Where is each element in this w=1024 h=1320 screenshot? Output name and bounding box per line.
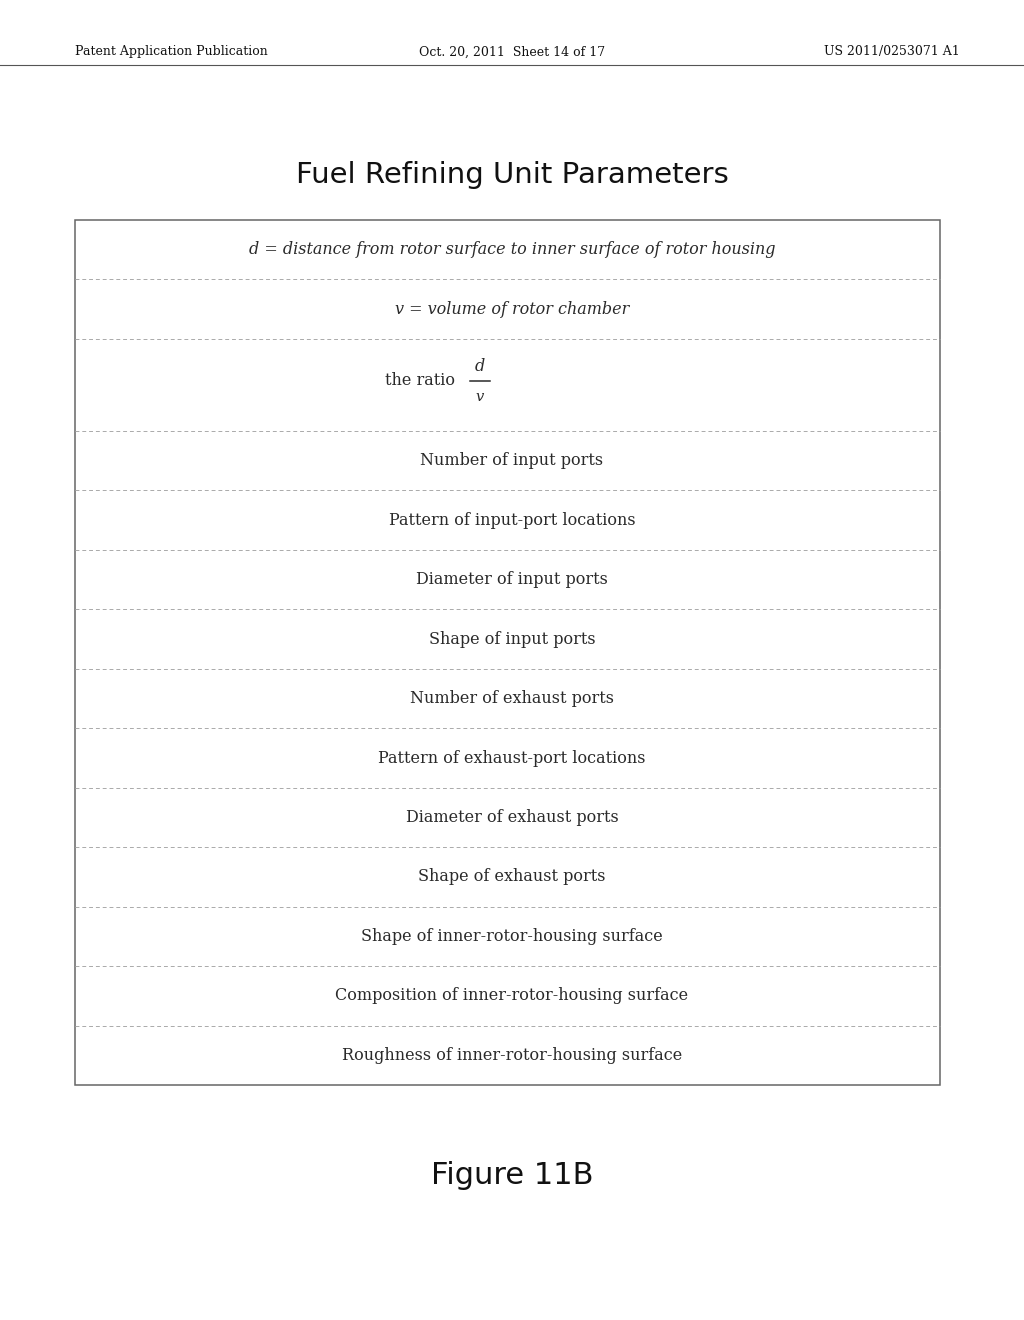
Text: v: v <box>476 389 484 404</box>
Text: d = distance from rotor surface to inner surface of rotor housing: d = distance from rotor surface to inner… <box>249 242 775 259</box>
Text: Oct. 20, 2011  Sheet 14 of 17: Oct. 20, 2011 Sheet 14 of 17 <box>419 45 605 58</box>
Text: Shape of exhaust ports: Shape of exhaust ports <box>418 869 606 886</box>
Text: Pattern of input-port locations: Pattern of input-port locations <box>389 512 635 529</box>
Text: Roughness of inner-rotor-housing surface: Roughness of inner-rotor-housing surface <box>342 1047 682 1064</box>
Text: Number of exhaust ports: Number of exhaust ports <box>410 690 614 708</box>
Text: Pattern of exhaust-port locations: Pattern of exhaust-port locations <box>378 750 646 767</box>
Text: Diameter of exhaust ports: Diameter of exhaust ports <box>406 809 618 826</box>
Text: Diameter of input ports: Diameter of input ports <box>416 572 608 589</box>
Text: Composition of inner-rotor-housing surface: Composition of inner-rotor-housing surfa… <box>336 987 688 1005</box>
Text: Figure 11B: Figure 11B <box>431 1160 593 1189</box>
Text: Fuel Refining Unit Parameters: Fuel Refining Unit Parameters <box>296 161 728 189</box>
Text: Patent Application Publication: Patent Application Publication <box>75 45 267 58</box>
Bar <box>75 220 940 1085</box>
Text: v = volume of rotor chamber: v = volume of rotor chamber <box>395 301 629 318</box>
Text: Shape of inner-rotor-housing surface: Shape of inner-rotor-housing surface <box>361 928 663 945</box>
Text: US 2011/0253071 A1: US 2011/0253071 A1 <box>824 45 961 58</box>
Text: the ratio: the ratio <box>385 372 455 389</box>
Text: d: d <box>475 359 485 375</box>
Text: Number of input ports: Number of input ports <box>421 453 603 470</box>
Text: Shape of input ports: Shape of input ports <box>429 631 595 648</box>
